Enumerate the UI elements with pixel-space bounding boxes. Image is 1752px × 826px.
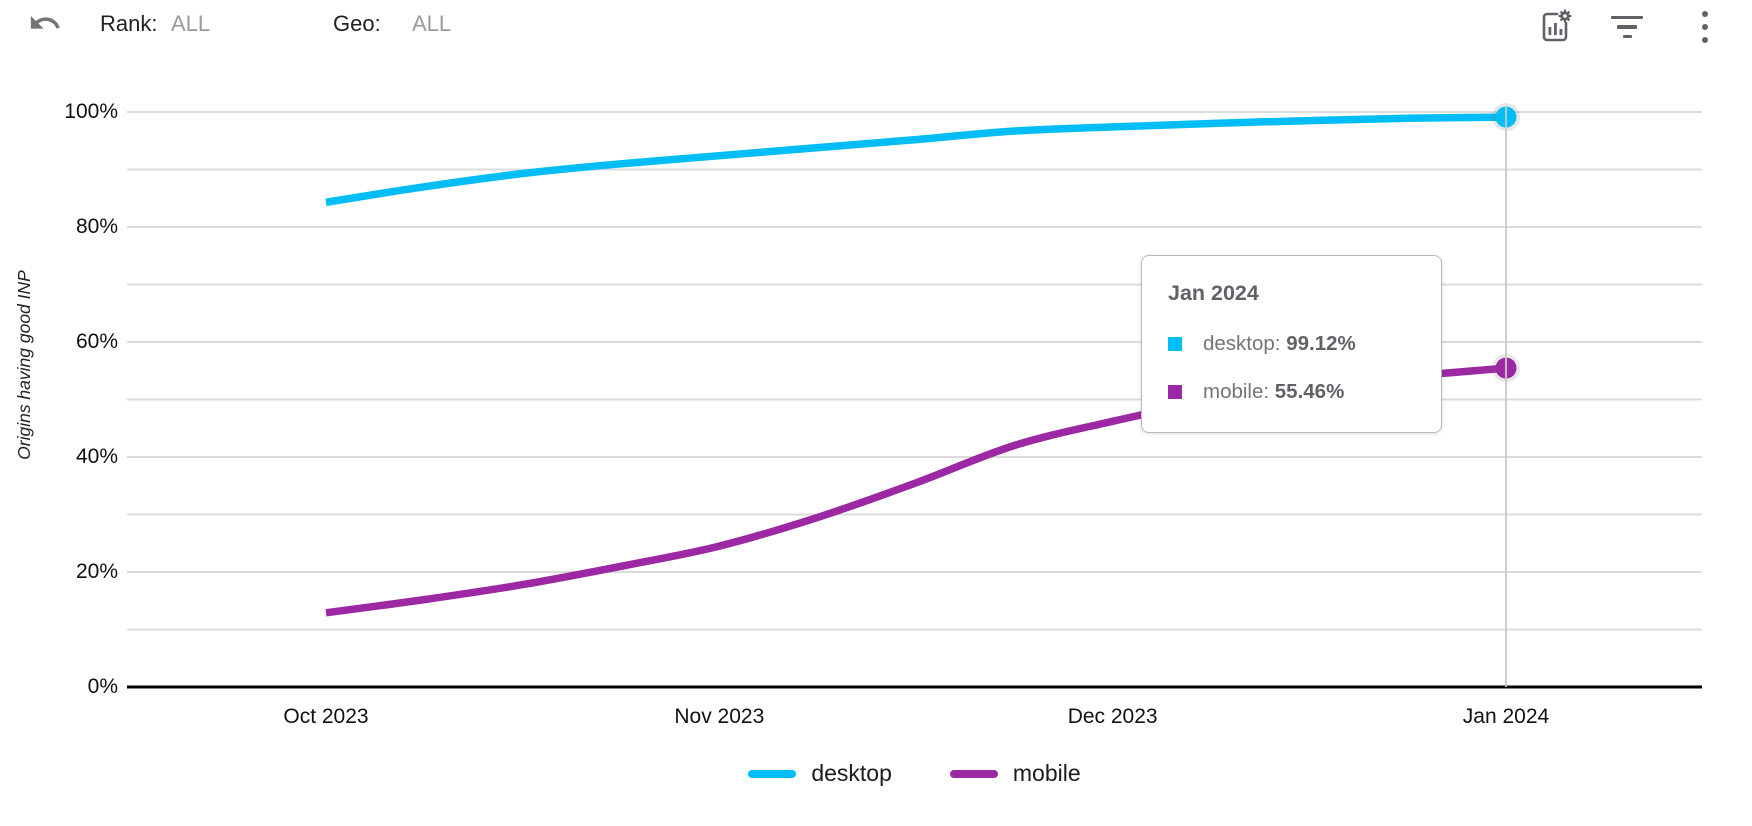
chart-settings-icon[interactable] <box>1532 4 1578 50</box>
filter-icon[interactable] <box>1604 4 1650 50</box>
tooltip-mobile-label: mobile: <box>1203 380 1275 403</box>
x-tick-label: Jan 2024 <box>1462 705 1550 728</box>
mobile-line-swatch-icon <box>949 769 998 778</box>
mobile-swatch-icon <box>1168 385 1182 399</box>
x-tick-label: Oct 2023 <box>283 705 369 728</box>
tooltip-row-mobile: mobile: 55.46% <box>1168 380 1415 404</box>
y-tick-label: 20% <box>75 560 118 583</box>
y-tick-label: 100% <box>64 100 118 123</box>
kebab-menu-icon[interactable] <box>1682 4 1728 50</box>
legend-mobile-label: mobile <box>1012 760 1081 786</box>
y-tick-label: 80% <box>75 215 118 238</box>
x-tick-label: Dec 2023 <box>1067 705 1158 728</box>
chart-tooltip: Jan 2024 desktop: 99.12% mobile: 55.46% <box>1141 255 1442 433</box>
rank-filter-value[interactable]: ALL <box>171 11 211 36</box>
y-tick-label: 40% <box>75 445 118 468</box>
geo-filter-label: Geo: <box>333 11 381 36</box>
tooltip-desktop-label: desktop: <box>1203 332 1287 355</box>
legend-desktop-label: desktop <box>811 760 892 786</box>
y-tick-label: 60% <box>75 330 118 353</box>
tooltip-title: Jan 2024 <box>1168 281 1259 305</box>
tooltip-mobile-value: 55.46% <box>1274 380 1345 403</box>
tooltip-desktop-value: 99.12% <box>1286 332 1356 355</box>
chart-legend: desktop mobile <box>127 760 1702 787</box>
x-tick-label: Nov 2023 <box>674 705 765 728</box>
undo-icon[interactable] <box>26 6 64 40</box>
series-line-desktop <box>325 113 1507 207</box>
desktop-line-swatch-icon <box>748 769 797 778</box>
tooltip-row-desktop: desktop: 99.12% <box>1168 332 1415 356</box>
rank-filter-label: Rank: <box>100 11 158 36</box>
legend-item-desktop: desktop <box>748 760 892 787</box>
y-tick-label: 0% <box>87 675 118 698</box>
geo-filter-value[interactable]: ALL <box>412 11 452 36</box>
legend-item-mobile: mobile <box>949 760 1081 787</box>
desktop-swatch-icon <box>1168 337 1182 351</box>
